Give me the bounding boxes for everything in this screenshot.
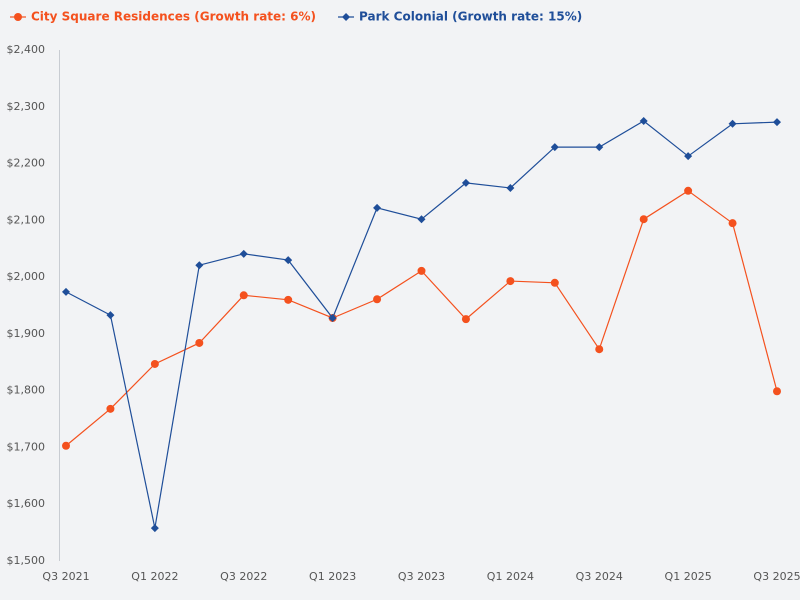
data-point [773, 387, 781, 396]
legend-label: Park Colonial (Growth rate: 15%) [359, 10, 582, 24]
data-point [195, 338, 204, 347]
y-tick-label: $2,200 [7, 157, 46, 170]
data-point [550, 278, 559, 287]
y-tick-label: $1,800 [7, 384, 46, 397]
data-point [284, 295, 293, 304]
y-tick-label: $1,500 [7, 554, 46, 567]
x-tick-label: Q1 2025 [665, 570, 712, 583]
data-point [639, 215, 648, 224]
data-point [373, 203, 382, 212]
data-point [62, 441, 70, 450]
data-point [684, 152, 693, 161]
data-point [373, 295, 382, 304]
x-tick-label: Q3 2025 [753, 570, 800, 583]
data-point [284, 256, 293, 265]
data-point [684, 186, 693, 195]
legend-label: City Square Residences (Growth rate: 6%) [31, 10, 316, 24]
data-point [639, 116, 648, 125]
data-point [728, 219, 737, 228]
data-point [328, 313, 337, 322]
data-point [239, 249, 248, 258]
x-tick-label: Q3 2022 [220, 570, 267, 583]
x-tick-label: Q3 2023 [398, 570, 445, 583]
legend-marker [342, 13, 351, 21]
data-point [417, 215, 426, 224]
legend-marker [14, 13, 22, 21]
data-point [106, 311, 115, 320]
y-tick-label: $1,600 [7, 497, 46, 510]
data-point [728, 119, 737, 128]
y-tick-label: $1,700 [7, 440, 46, 453]
data-point [150, 359, 159, 368]
data-point [150, 524, 159, 533]
y-tick-label: $2,300 [7, 100, 46, 113]
y-tick-label: $2,000 [7, 270, 46, 283]
data-point [550, 143, 559, 152]
data-point [62, 287, 70, 296]
data-point [506, 183, 515, 192]
series-line [65, 190, 778, 447]
data-point [595, 345, 604, 354]
x-tick-label: Q3 2024 [576, 570, 623, 583]
y-tick-label: $2,100 [7, 213, 46, 226]
x-tick-label: Q1 2022 [131, 570, 178, 583]
data-point [461, 178, 470, 187]
y-tick-label: $1,900 [7, 327, 46, 340]
data-point [595, 143, 604, 152]
series-line [65, 120, 778, 529]
y-tick-label: $2,400 [7, 43, 46, 56]
data-point [417, 266, 426, 275]
x-tick-label: Q1 2024 [487, 570, 534, 583]
data-point [239, 291, 248, 300]
data-point [195, 261, 204, 270]
data-point [773, 118, 781, 127]
data-point [506, 277, 515, 286]
data-point [106, 404, 115, 413]
x-tick-label: Q3 2021 [42, 570, 89, 583]
x-tick-label: Q1 2023 [309, 570, 356, 583]
data-point [461, 315, 470, 324]
